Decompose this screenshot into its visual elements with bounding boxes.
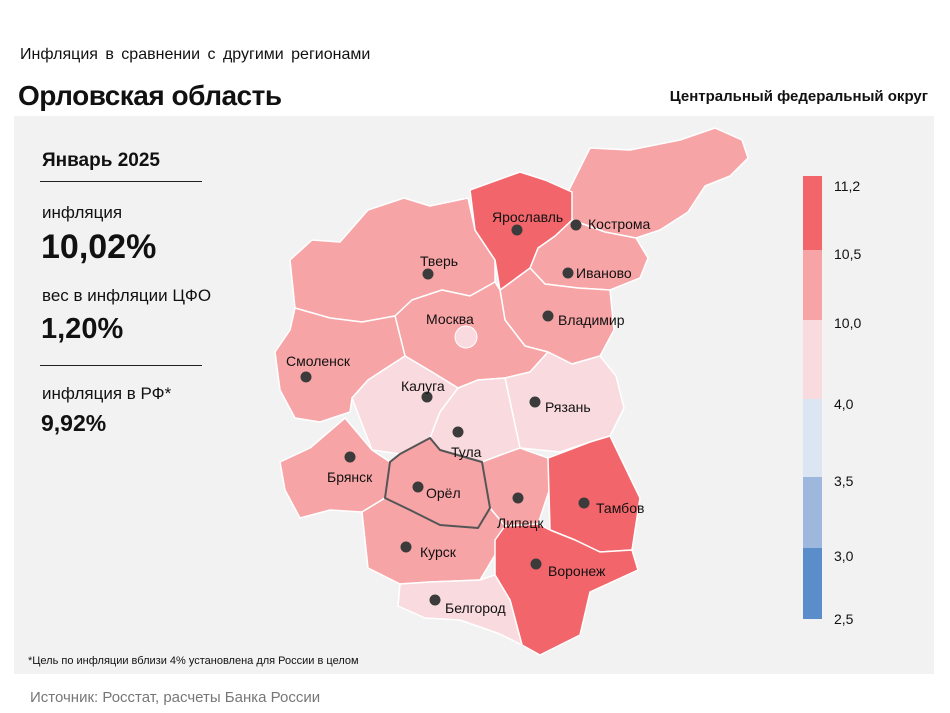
city-label: Брянск <box>327 469 373 485</box>
region-orel[interactable] <box>384 437 491 529</box>
region-belgorod[interactable] <box>397 574 523 646</box>
city-dot <box>452 426 464 438</box>
city-dot <box>300 371 312 383</box>
city-dot <box>400 541 412 553</box>
inflation-label: инфляция <box>42 203 123 222</box>
city-label: Владимир <box>558 312 625 328</box>
city-dot <box>570 219 582 231</box>
city-dot <box>422 268 434 280</box>
city-label: Калуга <box>401 378 445 394</box>
footnote: *Цель по инфляции вблизи 4% установлена … <box>28 655 359 667</box>
city-label: Рязань <box>545 399 591 415</box>
city-label: Смоленск <box>286 353 351 369</box>
city-dot <box>511 224 523 236</box>
city-label: Тверь <box>420 253 458 269</box>
city-dot <box>429 594 441 606</box>
legend-tick-label: 4,0 <box>834 396 854 412</box>
city-label: Ярославль <box>492 209 563 225</box>
moscow-city-circle <box>454 325 478 349</box>
weight-label: вес в инфляции ЦФО <box>42 286 212 305</box>
city-dot <box>421 391 433 403</box>
city-label: Москва <box>426 311 474 327</box>
legend-swatch <box>803 477 822 548</box>
legend-swatch <box>803 548 822 619</box>
city-label: Иваново <box>576 265 632 281</box>
weight-value: 1,20% <box>41 313 124 345</box>
legend-tick-label: 3,0 <box>834 548 854 564</box>
legend-tick-label: 10,0 <box>834 315 861 331</box>
legend-swatch <box>803 399 822 477</box>
city-dot <box>542 310 554 322</box>
legend-tick-label: 11,2 <box>834 178 860 194</box>
city-dot <box>562 267 574 279</box>
district-name: Центральный федеральный округ <box>669 88 928 105</box>
page-subtitle: Инфляция в сравнении с другими регионами <box>20 46 371 63</box>
legend-swatch <box>803 176 822 250</box>
city-dot <box>412 481 424 493</box>
city-dot <box>529 396 541 408</box>
period-label: Январь 2025 <box>42 150 160 171</box>
source-note: Источник: Росстат, расчеты Банка России <box>30 689 321 706</box>
city-dot <box>512 492 524 504</box>
legend-tick-label: 10,5 <box>834 246 861 262</box>
city-label: Белгород <box>445 600 506 616</box>
city-label: Тула <box>451 444 482 460</box>
region-ryazan[interactable] <box>504 351 625 453</box>
city-dot <box>530 558 542 570</box>
legend-swatch <box>803 320 822 399</box>
city-label: Воронеж <box>548 563 606 579</box>
rf-inflation-label: инфляция в РФ* <box>42 384 172 403</box>
city-label: Кострома <box>588 216 651 232</box>
rf-inflation-value: 9,92% <box>41 410 107 436</box>
page-title: Орловская область <box>18 80 282 111</box>
city-label: Орёл <box>426 485 461 501</box>
city-label: Тамбов <box>596 500 644 516</box>
legend-tick-label: 2,5 <box>834 611 854 627</box>
legend-tick-label: 3,5 <box>834 473 854 489</box>
divider <box>40 181 202 182</box>
divider <box>40 365 202 366</box>
inflation-value: 10,02% <box>41 228 157 266</box>
city-dot <box>578 497 590 509</box>
legend-swatch <box>803 250 822 320</box>
city-dot <box>344 451 356 463</box>
city-label: Курск <box>420 544 457 560</box>
city-label: Липецк <box>497 515 544 531</box>
